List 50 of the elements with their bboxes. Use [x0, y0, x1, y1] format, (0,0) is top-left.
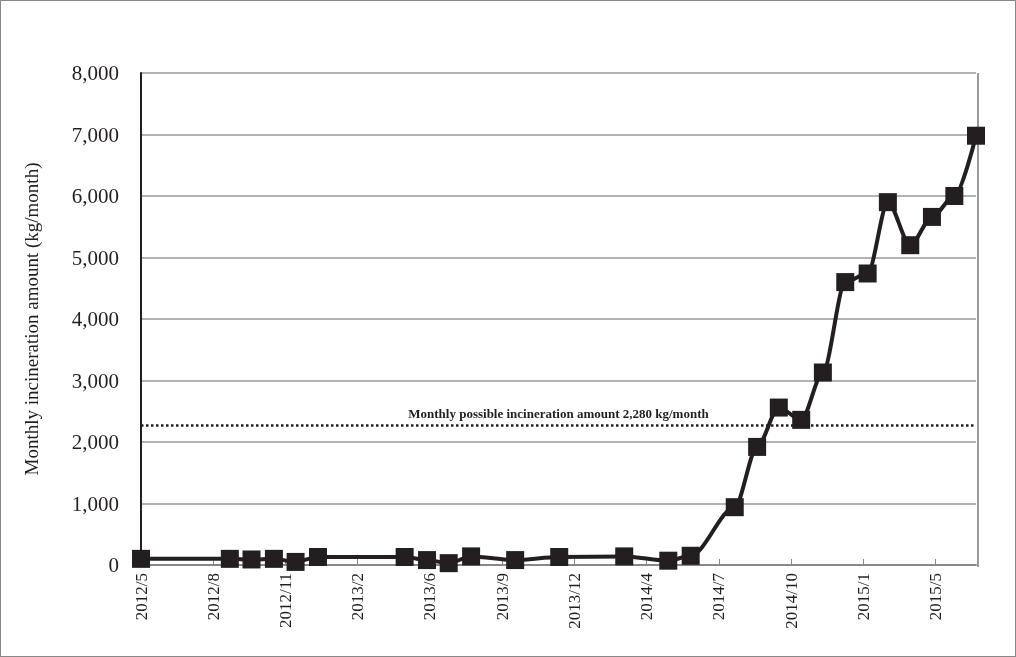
y-tick-label: 0	[108, 553, 119, 577]
point	[945, 187, 964, 205]
y-tick-label: 7,000	[71, 122, 119, 147]
point	[659, 551, 678, 570]
x-tick-label: 2012/8	[203, 573, 223, 621]
y-tick-label: 5,000	[71, 245, 119, 270]
point	[550, 548, 569, 567]
point	[395, 548, 414, 567]
x-tick-label: 2013/9	[492, 573, 512, 621]
x-tick-label: 2014/7	[709, 572, 729, 621]
point	[264, 549, 283, 568]
x-tick-label: 2014/10	[781, 573, 801, 629]
point	[439, 554, 458, 573]
point	[901, 236, 920, 255]
x-tick-label: 2013/6	[420, 573, 440, 621]
y-tick-label: 1,000	[71, 491, 119, 516]
point	[615, 547, 634, 566]
point	[967, 126, 985, 145]
y-tick-label: 8,000	[71, 61, 119, 85]
y-axis-title: Monthly incineration amount (kg/month)	[21, 162, 43, 476]
point	[858, 264, 877, 283]
point	[220, 549, 239, 568]
y-tick-label: 2,000	[71, 430, 119, 454]
point	[286, 552, 305, 571]
x-tick-label: 2013/2	[348, 573, 368, 621]
x-tick-label: 2012/5	[131, 573, 151, 621]
x-tick-label: 2013/12	[564, 573, 584, 629]
y-tick-label: 3,000	[71, 368, 119, 393]
point	[681, 546, 700, 565]
x-tick-label: 2012/11	[275, 573, 295, 629]
point	[418, 551, 437, 570]
point	[308, 548, 327, 567]
point	[769, 398, 788, 417]
x-tick-label: 2014/4	[637, 572, 657, 621]
point	[748, 437, 767, 456]
point	[813, 363, 832, 382]
point	[132, 549, 150, 568]
point	[506, 551, 525, 570]
y-tick-label: 4,000	[71, 307, 119, 331]
point	[878, 193, 897, 212]
x-tick-label: 2015/5	[926, 573, 946, 621]
ref-line-label: Monthly possible incineration amount 2,280 kg/month	[408, 405, 710, 421]
point	[462, 547, 481, 566]
point	[725, 498, 744, 517]
point	[242, 550, 261, 569]
x-tick-label: 2015/1	[853, 573, 873, 621]
point	[792, 410, 811, 429]
point	[836, 273, 855, 292]
y-tick-label: 6,000	[71, 184, 119, 208]
point	[922, 207, 941, 226]
